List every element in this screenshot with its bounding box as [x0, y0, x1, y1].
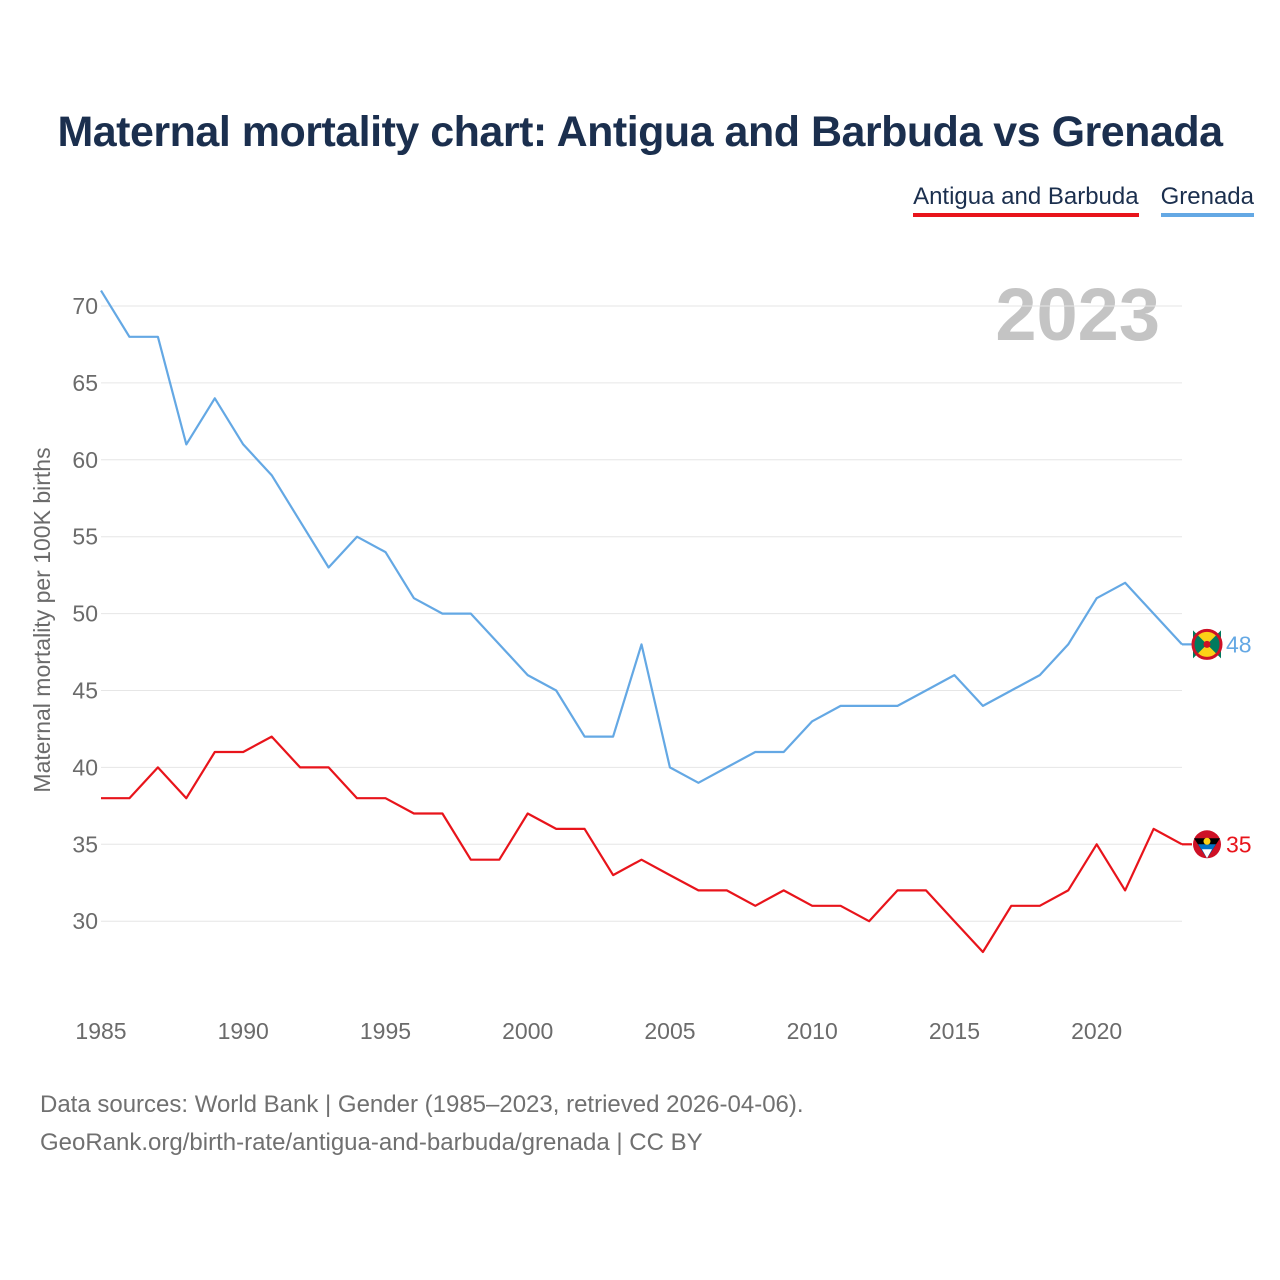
source-link[interactable]: GeoRank.org/birth-rate/antigua-and-barbu… [40, 1129, 703, 1156]
footer: Data sources: World Bank | Gender (1985–… [40, 1086, 804, 1162]
y-tick-label: 60 [72, 447, 98, 473]
y-tick-label: 40 [72, 754, 98, 780]
y-tick-label: 55 [72, 524, 98, 550]
x-tick-label: 2005 [644, 1018, 695, 1044]
x-tick-label: 1995 [360, 1018, 411, 1044]
gridlines [101, 305, 1182, 922]
x-tick-label: 2015 [929, 1018, 980, 1044]
x-tick-label: 1985 [75, 1018, 126, 1044]
series-line-antigua-and-barbuda [101, 735, 1183, 954]
grenada-flag-icon [1191, 628, 1223, 660]
end-value-label-antigua-and-barbuda: 35 [1226, 831, 1252, 857]
y-tick-label: 35 [72, 831, 98, 857]
end-markers: 35 48 [1182, 628, 1252, 859]
series-lines [100, 290, 1183, 954]
end-value-label-grenada: 48 [1226, 631, 1252, 657]
x-tick-label: 2000 [502, 1018, 553, 1044]
y-tick-label: 65 [72, 370, 98, 396]
year-watermark: 2023 [995, 273, 1160, 356]
y-tick-label: 30 [72, 908, 98, 934]
chart-title: Maternal mortality chart: Antigua and Ba… [57, 108, 1223, 156]
y-tick-label: 45 [72, 678, 98, 704]
y-axis-label: Maternal mortality per 100K births [29, 447, 55, 792]
y-axis-ticks: 30 35 40 45 50 55 60 65 70 [72, 293, 98, 934]
y-tick-label: 50 [72, 601, 98, 627]
data-source-text: Data sources: World Bank | Gender (1985–… [40, 1091, 804, 1118]
x-axis-ticks: 1985 1990 1995 2000 2005 2010 2015 2020 [75, 1018, 1122, 1044]
y-tick-label: 70 [72, 293, 98, 319]
antigua-and-barbuda-flag-icon [1193, 830, 1221, 859]
legend: Antigua and Barbuda Grenada [913, 183, 1254, 217]
legend-grenada[interactable]: Grenada [1160, 183, 1254, 217]
x-tick-label: 2020 [1071, 1018, 1122, 1044]
series-line-grenada [100, 290, 1183, 784]
line-chart: 2023 30 35 40 45 50 55 60 65 70 1985 1990 1995 2000… [29, 273, 1252, 1044]
legend-antigua-and-barbuda[interactable]: Antigua and Barbuda [913, 183, 1139, 217]
x-tick-label: 1990 [218, 1018, 269, 1044]
x-tick-label: 2010 [787, 1018, 838, 1044]
